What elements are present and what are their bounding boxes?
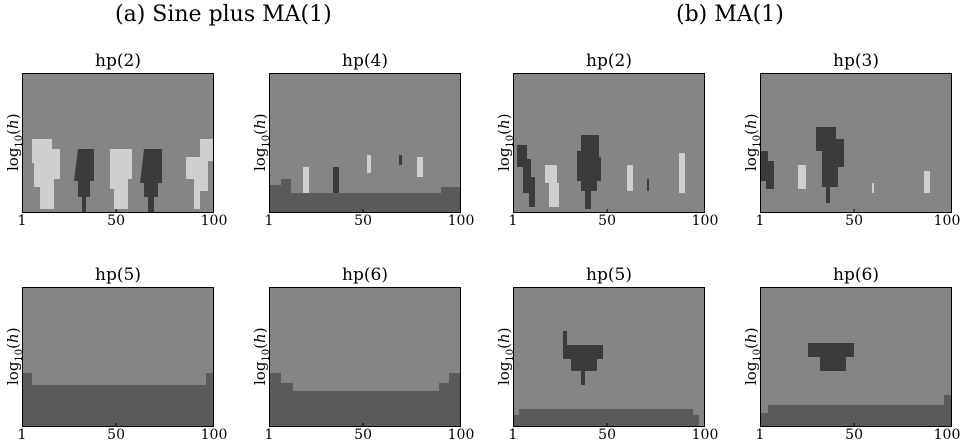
heatmap-background-region	[760, 287, 952, 427]
heatmap-plot	[22, 287, 214, 427]
x-tick-label: 100	[447, 427, 475, 443]
y-axis-label: log10(h)	[742, 327, 763, 385]
heatmap-region-light-gray	[924, 171, 930, 193]
x-tick-label: 100	[933, 427, 961, 443]
x-tick-label: 50	[107, 213, 125, 229]
y-axis-label: log10(h)	[742, 113, 763, 171]
x-tick-label: 100	[447, 213, 475, 229]
heatmap-plot	[760, 287, 952, 427]
y-axis-label: log10(h)	[251, 327, 272, 385]
group-title-ma1: (b) MA(1)	[676, 2, 784, 27]
heatmap-region-dark-gray	[517, 145, 535, 207]
heatmap-region-light-gray	[417, 157, 423, 177]
heatmap-region-light-gray	[545, 165, 559, 207]
y-axis-label: log10(h)	[495, 113, 516, 171]
heatmap-region-light-gray	[679, 153, 685, 193]
heatmap-region-light-gray	[186, 139, 214, 209]
heatmap-region-light-gray	[627, 165, 633, 191]
panel-title: hp(6)	[833, 265, 879, 285]
panel-title: hp(5)	[95, 265, 141, 285]
x-tick-label: 1	[264, 213, 274, 229]
plot-frame	[760, 287, 952, 427]
heatmap-region-light-gray	[303, 167, 309, 193]
x-tick-label: 50	[107, 427, 125, 443]
heatmap-region-light-gray	[110, 149, 132, 209]
heatmap-region-light-gray	[367, 155, 371, 173]
x-tick-label: 1	[508, 427, 518, 443]
x-tick-label: 50	[845, 213, 863, 229]
x-tick-label: 50	[598, 213, 616, 229]
heatmap-region-dark-gray	[577, 135, 601, 209]
x-tick-label: 100	[691, 213, 719, 229]
panel-title: hp(2)	[95, 51, 141, 71]
heatmap-plot	[269, 287, 461, 427]
heatmap-region-mid-dark-gray	[269, 179, 461, 213]
x-tick-label: 100	[933, 213, 961, 229]
heatmap-plot	[269, 73, 461, 213]
y-axis-label: log10(h)	[4, 113, 25, 171]
x-tick-label: 50	[354, 427, 372, 443]
plot-frame	[22, 287, 214, 427]
heatmap-region-dark-gray	[140, 149, 162, 213]
x-tick-label: 1	[755, 427, 765, 443]
panel-title: hp(4)	[342, 51, 388, 71]
plot-frame	[513, 287, 705, 427]
heatmap-region-mid-dark-gray	[513, 409, 699, 427]
heatmap-region-light-gray	[32, 139, 60, 209]
plot-frame	[760, 73, 952, 213]
heatmap-region-light-gray	[872, 183, 874, 193]
plot-frame	[513, 73, 705, 213]
heatmap-region-dark-gray	[399, 155, 402, 165]
heatmap-region-light-gray	[798, 165, 806, 189]
heatmap-plot	[513, 287, 705, 427]
heatmap-plot	[513, 73, 705, 213]
x-tick-label: 100	[200, 427, 228, 443]
x-tick-label: 1	[17, 213, 27, 229]
group-title-sine-plus-ma1: (a) Sine plus MA(1)	[115, 2, 332, 27]
x-tick-label: 1	[264, 427, 274, 443]
heatmap-region-dark-gray	[563, 331, 603, 385]
heatmap-plot	[22, 73, 214, 213]
plot-frame	[269, 73, 461, 213]
panel-title: hp(6)	[342, 265, 388, 285]
heatmap-background-region	[513, 73, 705, 213]
x-tick-label: 100	[691, 427, 719, 443]
heatmap-region-dark-gray	[74, 149, 94, 213]
heatmap-background-region	[269, 73, 461, 213]
heatmap-region-dark-gray	[808, 343, 854, 371]
heatmap-region-dark-gray	[647, 179, 649, 191]
y-axis-label: log10(h)	[495, 327, 516, 385]
y-axis-label: log10(h)	[4, 327, 25, 385]
y-axis-label: log10(h)	[251, 113, 272, 171]
plot-frame	[22, 73, 214, 213]
x-tick-label: 100	[200, 213, 228, 229]
heatmap-background-region	[513, 287, 705, 427]
panel-title: hp(2)	[586, 51, 632, 71]
heatmap-region-mid-dark-gray	[760, 395, 952, 427]
panel-title: hp(3)	[833, 51, 879, 71]
heatmap-plot	[760, 73, 952, 213]
x-tick-label: 50	[354, 213, 372, 229]
x-tick-label: 1	[755, 213, 765, 229]
panel-title: hp(5)	[586, 265, 632, 285]
x-tick-label: 50	[598, 427, 616, 443]
heatmap-region-dark-gray	[333, 167, 339, 193]
heatmap-region-dark-gray	[816, 127, 844, 203]
x-tick-label: 1	[508, 213, 518, 229]
heatmap-region-mid-dark-gray	[269, 373, 461, 427]
heatmap-region-mid-dark-gray	[22, 373, 214, 427]
heatmap-region-dark-gray	[760, 151, 774, 189]
plot-frame	[269, 287, 461, 427]
x-tick-label: 50	[845, 427, 863, 443]
heatmap-background-region	[760, 73, 952, 213]
x-tick-label: 1	[17, 427, 27, 443]
